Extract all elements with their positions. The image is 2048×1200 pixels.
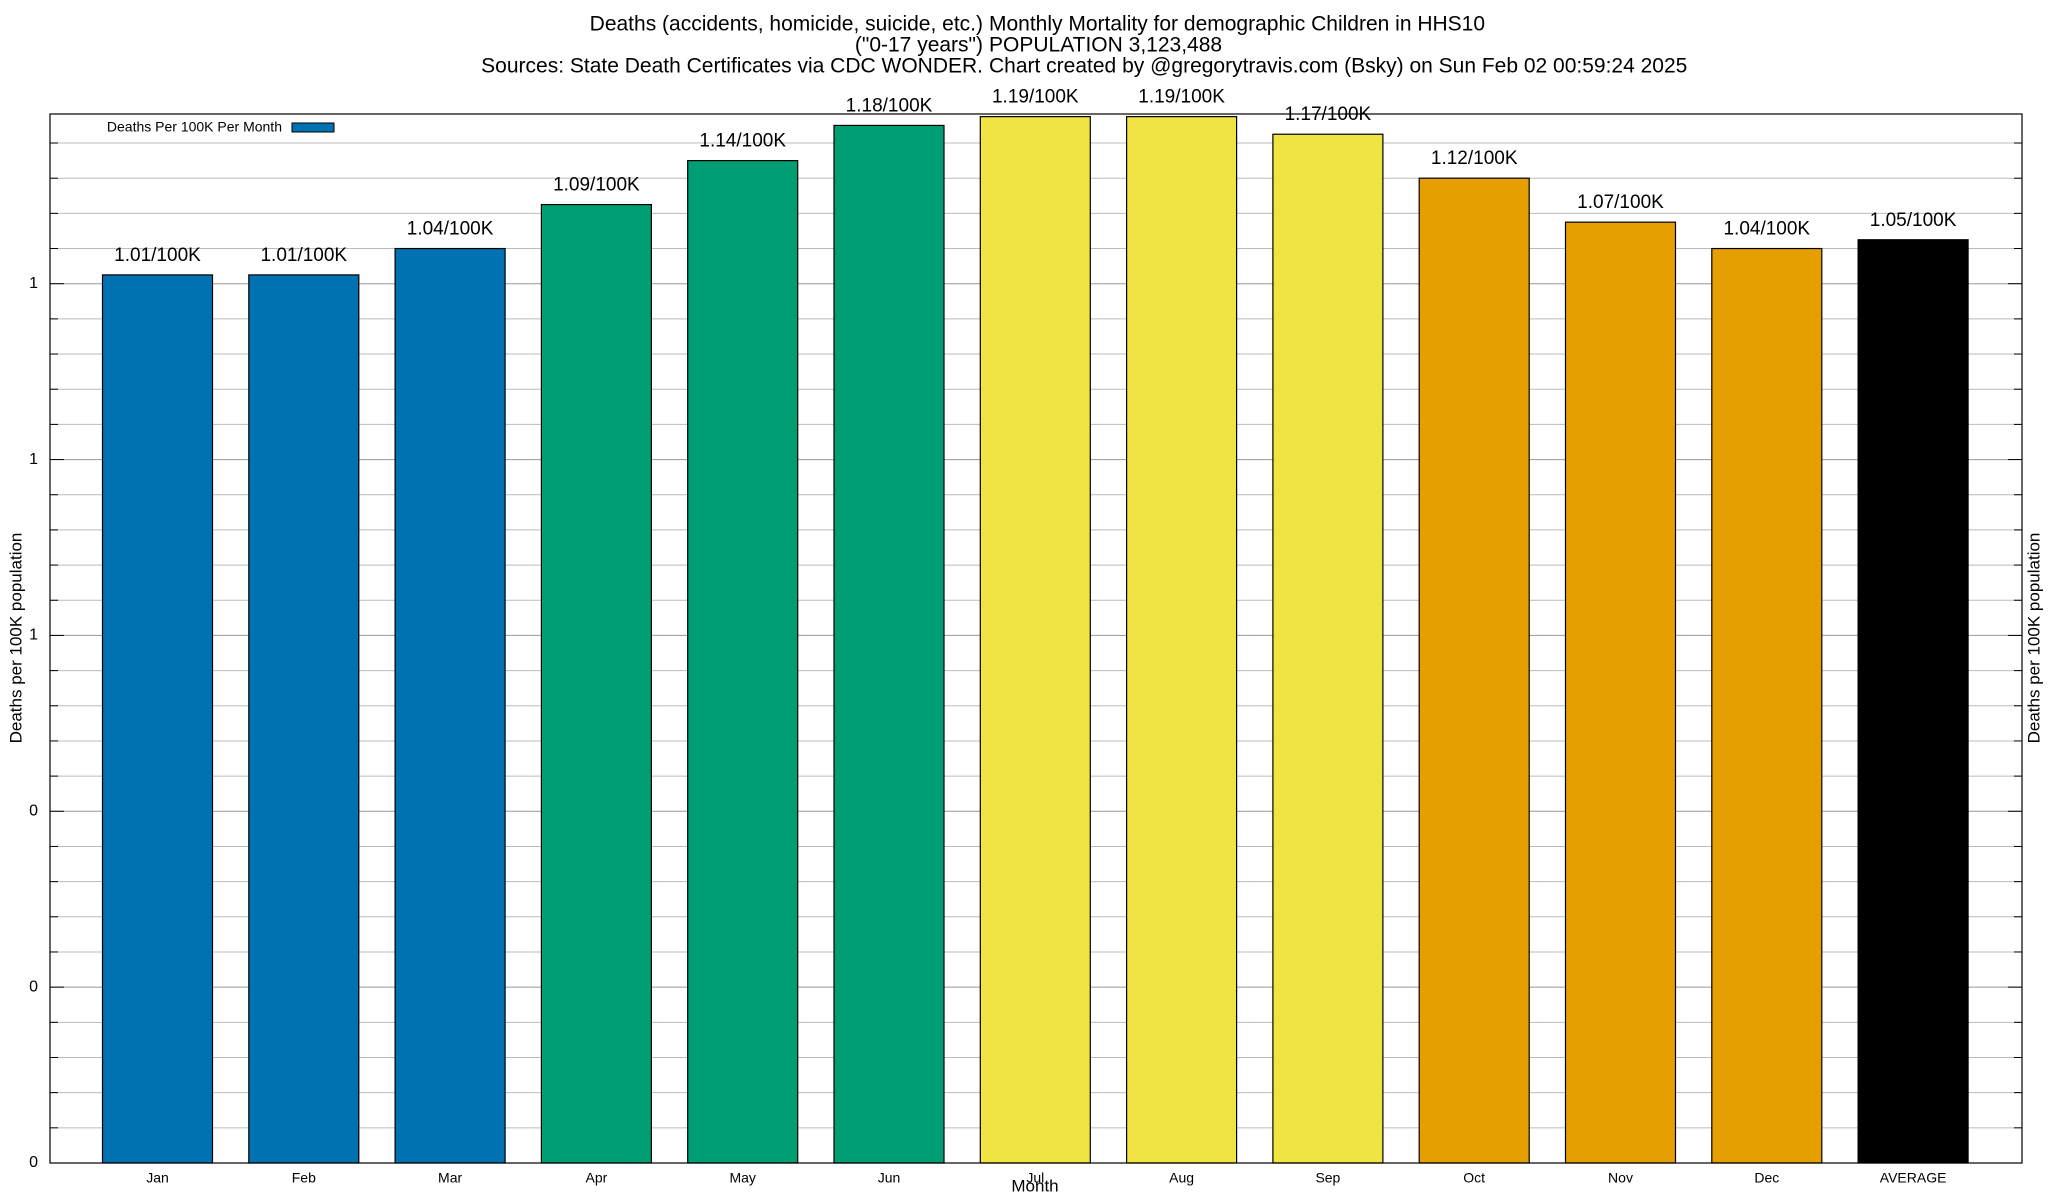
x-tick-label: Feb [292,1170,316,1186]
x-tick-label: Mar [438,1170,462,1186]
bar [687,160,799,1164]
bar [540,203,653,1164]
y-tick-label: 0 [29,978,38,995]
bar [833,124,945,1164]
bar [1857,239,1969,1164]
bar [101,274,214,1164]
value-label: 1.04/100K [407,219,494,240]
x-tick-label: Sep [1315,1170,1340,1186]
x-tick-label: Aug [1169,1170,1194,1186]
value-label: 1.04/100K [1723,219,1810,240]
bar [248,274,360,1164]
x-tick-label: Oct [1463,1170,1485,1186]
bar [1418,177,1530,1164]
legend-label: Deaths Per 100K Per Month [107,119,282,135]
bar [979,116,1091,1164]
bar [394,247,506,1164]
bar [1125,116,1238,1164]
y-tick-label: 0 [29,1154,38,1171]
title-left: Sources: State Death Certificates via CD… [481,55,983,78]
x-tick-label: Jul [1026,1170,1044,1186]
x-axis-label: Month [1011,1176,1058,1195]
bar [1272,133,1384,1164]
value-label: 1.14/100K [699,131,786,152]
y-tick-label: 1 [29,275,38,292]
x-tick-label: May [729,1170,755,1186]
x-tick-label: Nov [1608,1170,1633,1186]
value-label: 1.07/100K [1577,192,1664,213]
value-label: 1.12/100K [1431,148,1518,169]
title-right: Chart created by @gregorytravis.com (Bsk… [989,55,1687,78]
title-left: ("0-17 years") [855,34,983,57]
x-tick-label: AVERAGE [1880,1170,1947,1186]
value-label: 1.05/100K [1870,210,1957,231]
bar [1564,221,1677,1164]
value-label: 1.01/100K [260,245,347,266]
value-label: 1.17/100K [1285,104,1372,125]
bar [1711,247,1823,1164]
legend-swatch [291,122,335,133]
value-label: 1.09/100K [553,175,640,196]
title-left: Deaths (accidents, homicide, suicide, et… [590,13,983,36]
y-tick-label: 0 [29,803,38,820]
value-label: 1.19/100K [1138,87,1225,108]
y-tick-label: 1 [29,627,38,644]
x-tick-label: Dec [1754,1170,1779,1186]
x-tick-label: Jun [878,1170,901,1186]
value-label: 1.18/100K [846,95,933,116]
value-label: 1.01/100K [114,245,201,266]
x-tick-label: Apr [586,1170,608,1186]
x-tick-label: Jan [146,1170,169,1186]
value-label: 1.19/100K [992,87,1079,108]
y-axis-label: Deaths per 100K population [6,533,25,744]
title-right: POPULATION 3,123,488 [989,34,1222,57]
title-right: Monthly Mortality for demographic Childr… [989,13,1485,36]
y-tick-label: 1 [29,451,38,468]
plot-frame [49,113,2023,1164]
y2-axis-label: Deaths per 100K population [2024,533,2043,744]
